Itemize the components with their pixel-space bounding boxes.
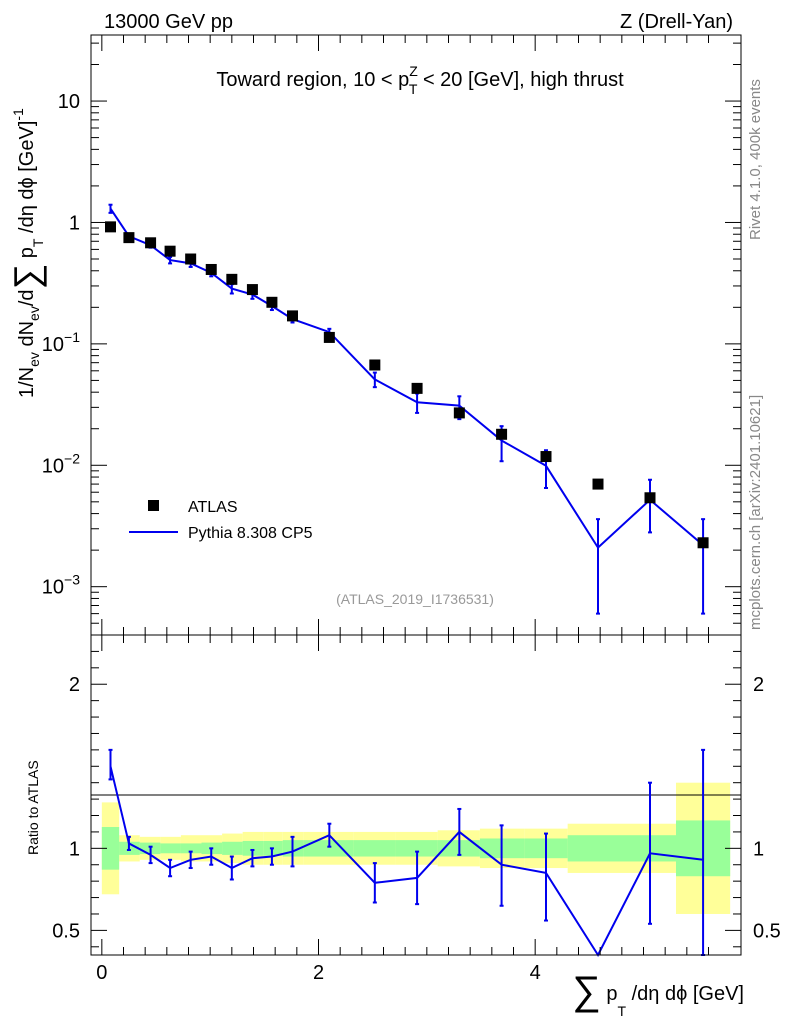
- atlas-point: [205, 263, 217, 275]
- atlas-point: [411, 382, 423, 394]
- atlas-point: [496, 428, 508, 440]
- header-left: 13000 GeV pp: [104, 11, 233, 33]
- ratio-marks: [108, 748, 706, 958]
- legend-atlas-marker: [148, 500, 159, 511]
- ratio-ticks: 2 2 1 1 0.5 0.5 0 2 4: [52, 635, 781, 984]
- main-panel: 10 1 10−1 10−2 10−3 Toward region, 10 < pZ T …: [6, 34, 742, 636]
- main-ytick-label: 10−1: [42, 329, 80, 356]
- legend: ATLAS Pythia 8.308 CP5: [129, 499, 313, 542]
- reference-label: (ATLAS_2019_I1736531): [336, 591, 494, 607]
- ratio-ytick-label-left: 0.5: [52, 920, 80, 942]
- band-inner: [303, 840, 354, 857]
- mc-line: [109, 208, 704, 550]
- main-ytick-label: 10: [58, 91, 80, 113]
- atlas-point: [266, 296, 278, 308]
- ratio-xtick-label: 2: [313, 962, 324, 984]
- atlas-point: [369, 359, 381, 371]
- atlas-point: [145, 237, 157, 249]
- atlas-point: [644, 492, 656, 504]
- main-frame: [90, 34, 742, 636]
- ratio-xtick-label: 0: [96, 962, 107, 984]
- legend-atlas-label: ATLAS: [188, 499, 238, 516]
- main-ytick-label: 10−3: [42, 572, 80, 599]
- atlas-point: [105, 221, 116, 233]
- main-ticks: 10 1 10−1 10−2 10−3: [42, 35, 741, 636]
- atlas-point: [123, 232, 135, 244]
- atlas-point: [323, 331, 335, 343]
- main-title: Toward region, 10 < pZ T < 20 [GeV], high…: [216, 63, 624, 97]
- atlas-point: [226, 273, 238, 285]
- band-inner: [180, 843, 202, 854]
- ratio-ytick-label-right: 0.5: [753, 920, 781, 942]
- ratio-ytick-label-left: 2: [69, 674, 80, 696]
- band-inner: [160, 843, 181, 854]
- band-inner: [101, 827, 120, 870]
- atlas-point: [287, 310, 298, 322]
- band-inner: [222, 841, 243, 855]
- ratio-ytick-label-left: 1: [69, 838, 80, 860]
- atlas-point: [697, 537, 709, 549]
- ratio-frame: [90, 634, 742, 956]
- atlas-point: [164, 245, 176, 257]
- band-inner: [567, 835, 624, 862]
- main-marks: [105, 203, 709, 615]
- band-inner: [395, 840, 438, 857]
- legend-pythia-label: Pythia 8.308 CP5: [188, 525, 313, 542]
- main-ytick-label: 10−2: [42, 450, 80, 477]
- main-ytick-label: 1: [69, 212, 80, 234]
- band-inner: [353, 840, 396, 857]
- ratio-panel: 2 2 1 1 0.5 0.5 0 2 4 Ratio to ATLAS ∑ pT /dη dϕ…: [25, 634, 781, 1019]
- main-ylabel: 1/Nev dNev/d∑ pT /dη dϕ [GeV]-1: [6, 108, 47, 398]
- ratio-ytick-label-right: 1: [753, 838, 764, 860]
- atlas-point: [246, 284, 258, 296]
- atlas-point: [453, 407, 465, 419]
- ratio-xlabel: ∑ pT /dη dϕ [GeV]: [572, 969, 744, 1019]
- atlas-point: [592, 478, 604, 490]
- atlas-point: [185, 253, 197, 265]
- ratio-ytick-label-right: 2: [753, 674, 764, 696]
- mcplots-label: mcplots.cern.ch [arXiv:2401.10621]: [747, 395, 764, 630]
- ratio-xtick-label: 4: [530, 962, 541, 984]
- ratio-ylabel: Ratio to ATLAS: [25, 760, 41, 855]
- rivet-label: Rivet 4.1.0, 400k events: [747, 79, 764, 240]
- band-inner: [242, 840, 264, 856]
- atlas-point: [540, 451, 552, 463]
- header-right: Z (Drell-Yan): [620, 11, 733, 33]
- ratio-bands: [101, 782, 731, 914]
